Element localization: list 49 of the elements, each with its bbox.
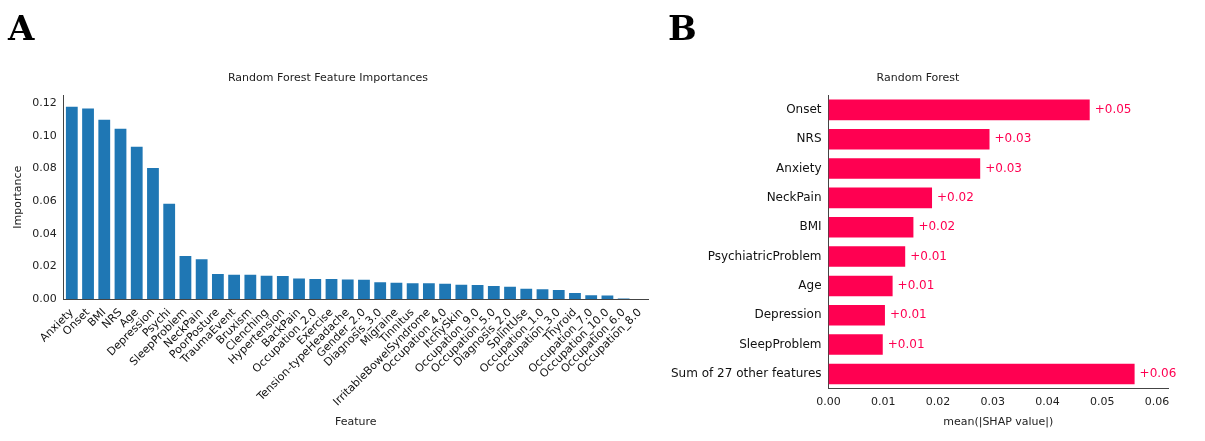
- x-tick-label: 0.06: [1144, 395, 1170, 409]
- y-tick-label: 0.04: [32, 226, 57, 240]
- bar: [828, 275, 893, 297]
- y-tick-label: 0.06: [32, 194, 57, 208]
- y-tick-label: Anxiety: [776, 160, 822, 175]
- x-tick-label: 0.00: [816, 395, 841, 409]
- y-tick-label: 0.12: [32, 96, 57, 110]
- y-tick-label: BMI: [799, 219, 822, 234]
- y-tick-label: PsychiatricProblem: [707, 248, 822, 263]
- data-label: +0.02: [918, 219, 956, 234]
- y-tick-label: Onset: [786, 101, 822, 116]
- bar: [828, 304, 885, 326]
- x-tick-label: 0.04: [1035, 395, 1060, 409]
- data-label: +0.06: [1139, 366, 1177, 381]
- y-tick-label: NeckPain: [766, 190, 822, 205]
- bar: [828, 216, 914, 238]
- y-axis-title: Importance: [11, 165, 25, 229]
- data-label: +0.05: [1094, 101, 1132, 116]
- y-tick-label: 0.02: [32, 259, 57, 273]
- y-tick-label: 0.08: [32, 161, 57, 175]
- y-tick-label: Age: [798, 278, 822, 293]
- bar: [828, 246, 906, 267]
- y-tick-label: Sum of 27 other features: [670, 366, 822, 381]
- bar: [828, 158, 981, 179]
- data-label: +0.01: [889, 307, 927, 322]
- bar: [828, 187, 933, 209]
- data-label: +0.02: [937, 190, 974, 205]
- text: B: [668, 8, 697, 48]
- chart-title: Random Forest: [876, 71, 961, 85]
- data-label: +0.03: [985, 160, 1022, 175]
- y-tick-label: 0.00: [32, 291, 57, 305]
- x-axis-title: Feature: [335, 415, 377, 429]
- data-label: +0.03: [994, 131, 1032, 146]
- x-tick-label: 0.01: [871, 395, 896, 409]
- data-label: +0.01: [910, 248, 947, 263]
- bar: [828, 99, 1090, 121]
- y-tick-label: NRS: [796, 131, 822, 146]
- bar: [828, 363, 1135, 385]
- bar: [828, 334, 883, 355]
- y-tick-label: 0.10: [32, 128, 57, 142]
- x-tick-label: 0.02: [925, 395, 951, 409]
- x-tick-label: 0.03: [980, 395, 1006, 409]
- text: A: [8, 8, 35, 48]
- x-tick-label: 0.05: [1090, 395, 1115, 409]
- x-axis-title: mean(|SHAP value|): [943, 415, 1054, 429]
- data-label: +0.01: [897, 278, 935, 293]
- bar: [828, 128, 990, 150]
- data-label: +0.01: [887, 336, 925, 351]
- chart-title: Random Forest Feature Importances: [227, 71, 429, 85]
